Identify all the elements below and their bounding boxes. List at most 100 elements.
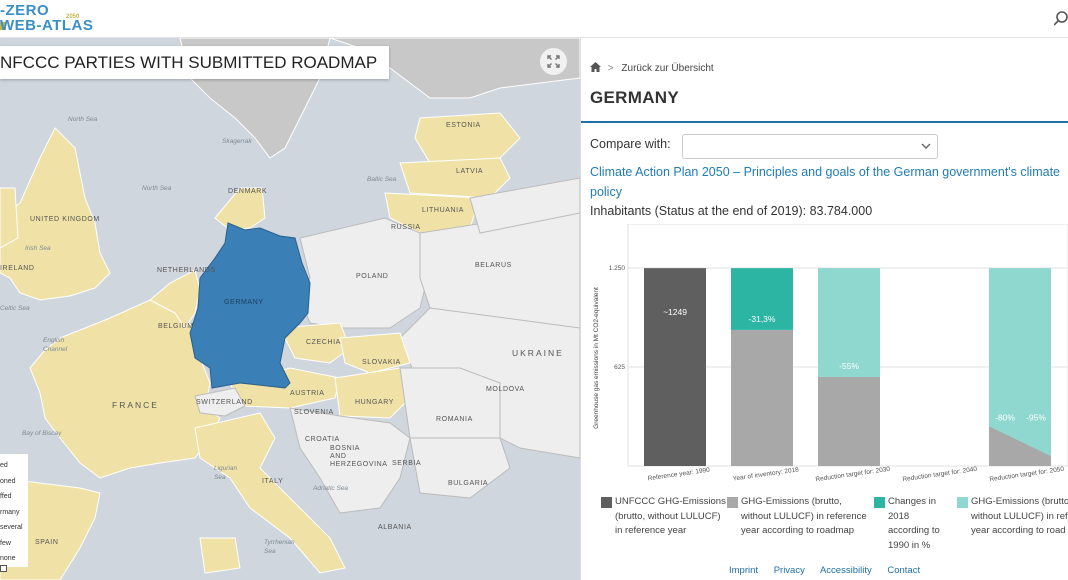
label-italy: ITALY	[262, 478, 284, 485]
contact-link[interactable]: Contact	[887, 565, 921, 576]
chevron-down-icon	[921, 143, 931, 149]
label-spain: SPAIN	[35, 539, 59, 546]
bar-reduction-2030	[818, 268, 880, 377]
legend-line: Changes in	[888, 496, 937, 507]
data-label-2050-b: -95%	[1026, 412, 1046, 422]
map-legend: ed oned ffed rmany several few none	[0, 454, 28, 567]
legend-text: GHG-Emissions (brutto, without LULUCF) i…	[971, 495, 1068, 539]
legend-item: none	[0, 555, 16, 562]
label-ukraine: UKRAINE	[512, 348, 564, 358]
data-label-2050-a: -80%	[995, 412, 1015, 422]
home-icon[interactable]	[590, 62, 601, 72]
legend-line: without LULUCF) in reference	[741, 510, 867, 522]
legend-line: GHG-Emissions (brutto,	[971, 496, 1068, 507]
legend-item: ffed	[0, 493, 12, 500]
label-moldova: MOLDOVA	[486, 386, 525, 393]
label-czechia: CZECHIA	[306, 339, 341, 346]
logo-text-line2: WEB-ATLAS	[0, 17, 94, 34]
legend-swatch	[957, 497, 968, 508]
country-detail-panel: > Zurück zur Übersicht GERMANY Compare w…	[580, 38, 1068, 580]
climate-plan-link-line2[interactable]: policy	[590, 185, 622, 199]
legend-line: GHG-Emissions (brutto,	[741, 496, 842, 507]
legend-swatch	[727, 497, 738, 508]
sea-north-sea-2: North Sea	[142, 185, 172, 192]
country-title: GERMANY	[590, 88, 679, 107]
data-label-1990: ~1249	[663, 307, 687, 317]
inhabitants-text: Inhabitants (Status at the end of 2019):…	[590, 204, 873, 218]
sea-bay-of-biscay: Bay of Biscay	[22, 430, 62, 437]
chart-x-label: Year of inventory: 2018	[732, 466, 799, 482]
legend-item: several	[0, 524, 23, 531]
fullscreen-button[interactable]	[540, 48, 567, 75]
label-germany: GERMANY	[224, 299, 264, 306]
label-serbia: SERBIA	[392, 460, 422, 467]
label-united-kingdom: UNITED KINGDOM	[30, 216, 100, 223]
map-view[interactable]: UNITED KINGDOM DENMARK NETHERLANDS BELGI…	[0, 38, 580, 580]
back-to-overview-link[interactable]: Zurück zur Übersicht	[621, 63, 714, 74]
legend-item: ed	[0, 462, 8, 469]
bar-change-2018	[731, 268, 793, 330]
legend-item: oned	[0, 477, 16, 485]
breadcrumb-separator: >	[607, 63, 614, 74]
label-russia: RUSSIA	[391, 224, 421, 231]
logo-year: 2050	[66, 14, 80, 20]
legend-text: GHG-Emissions (brutto, without LULUCF) i…	[741, 495, 867, 539]
chart-x-label: Reduction target for: 2040	[902, 466, 978, 483]
imprint-link[interactable]: Imprint	[729, 565, 759, 576]
legend-line: in reference year	[615, 525, 687, 536]
web-atlas-logo[interactable]: -ZERO 2050 WEB-ATLAS	[0, 2, 130, 36]
chart-y-tick: 625	[614, 364, 625, 371]
label-bosnia: BOSNIA AND HERZEGOVINA	[330, 445, 388, 468]
legend-item: few	[0, 539, 11, 547]
sea-ligurian-sea: Ligurian Sea	[214, 465, 238, 481]
label-slovakia: SLOVAKIA	[362, 359, 401, 366]
sea-adriatic-sea: Adriatic Sea	[313, 485, 349, 492]
search-icon[interactable]	[1054, 9, 1068, 27]
label-skagerrak: Skagerrak	[222, 138, 252, 145]
data-label-2018: -31,3%	[749, 314, 776, 324]
legend-line: year according to roadmap	[741, 525, 855, 536]
chart-bars	[644, 268, 1051, 466]
chart-y-axis-label: Greenhouse gas emissions in Mt CO2-equiv…	[593, 287, 600, 429]
bar-target-2030	[818, 376, 880, 466]
bar-reference-1990	[644, 268, 706, 466]
title-divider	[581, 121, 1068, 123]
chart-y-tick: 1.250	[609, 265, 626, 272]
privacy-link[interactable]: Privacy	[773, 565, 805, 576]
label-latvia: LATVIA	[456, 168, 484, 175]
label-croatia: CROATIA	[305, 436, 340, 443]
chart-data-labels: ~1249 -31,3% -55% -80% -95%	[663, 307, 1046, 422]
compare-select[interactable]	[682, 134, 938, 159]
chart-x-label: Reduction target for: 2030	[815, 466, 891, 483]
legend-swatch	[601, 497, 612, 508]
label-austria: AUSTRIA	[290, 390, 325, 397]
climate-plan-link[interactable]: Climate Action Plan 2050 – Principles an…	[590, 162, 1068, 202]
footer-links: Imprint Privacy Accessibility Contact	[729, 565, 933, 576]
sea-english-channel: English Channel	[43, 337, 68, 353]
label-france: FRANCE	[112, 400, 159, 410]
sea-tyrrhenian-sea: Tyrrhenian Sea	[264, 539, 295, 555]
legend-line: without LULUCF) in refe	[971, 510, 1068, 522]
legend-line: (brutto, without LULUCF)	[615, 510, 721, 522]
label-hungary: HUNGARY	[355, 399, 395, 406]
climate-plan-link-line1[interactable]: Climate Action Plan 2050 – Principles an…	[590, 165, 1060, 179]
chart-x-label: Reduction target for: 2050	[989, 466, 1065, 483]
app-header: -ZERO 2050 WEB-ATLAS	[0, 0, 1068, 38]
compare-label: Compare with:	[590, 137, 671, 151]
label-poland: POLAND	[356, 273, 389, 280]
sea-baltic-sea: Baltic Sea	[367, 176, 397, 183]
legend-line: UNFCCC GHG-Emissions	[615, 496, 726, 507]
label-netherlands: NETHERLANDS	[157, 267, 216, 274]
emissions-chart: Greenhouse gas emissions in Mt CO2-equiv…	[593, 224, 1068, 483]
accessibility-link[interactable]: Accessibility	[819, 565, 872, 576]
legend-swatch	[874, 497, 885, 508]
sea-celtic-sea: Celtic Sea	[0, 305, 30, 312]
label-belgium: BELGIUM	[158, 323, 194, 330]
legend-toggle-checkbox[interactable]	[0, 565, 7, 572]
legend-line: according to	[888, 525, 940, 536]
bar-target-2050	[989, 426, 1051, 466]
map-title: NFCCC PARTIES WITH SUBMITTED ROADMAP	[0, 46, 390, 79]
label-lithuania: LITHUANIA	[422, 207, 464, 214]
label-ireland: IRELAND	[0, 265, 35, 272]
label-denmark: DENMARK	[228, 188, 268, 195]
